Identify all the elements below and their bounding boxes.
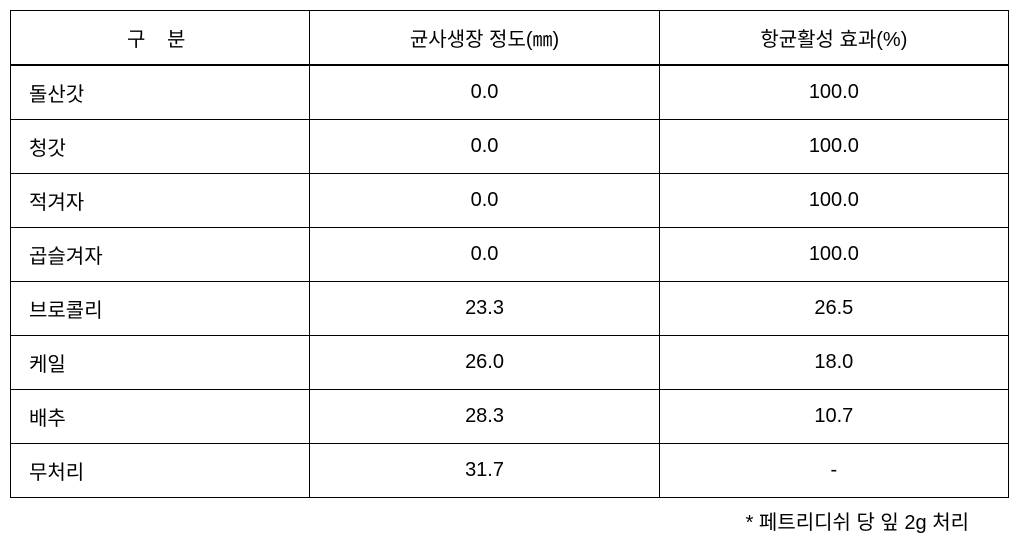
row-effect: 100.0 [659, 228, 1008, 282]
row-effect: - [659, 444, 1008, 498]
table-row: 브로콜리 23.3 26.5 [11, 282, 1009, 336]
row-growth: 23.3 [310, 282, 659, 336]
table-row: 돌산갓 0.0 100.0 [11, 65, 1009, 120]
row-effect: 100.0 [659, 174, 1008, 228]
row-label: 무처리 [11, 444, 310, 498]
row-label: 케일 [11, 336, 310, 390]
row-effect: 18.0 [659, 336, 1008, 390]
col-header-growth: 균사생장 정도(㎜) [310, 11, 659, 66]
table-row: 배추 28.3 10.7 [11, 390, 1009, 444]
row-label: 적겨자 [11, 174, 310, 228]
row-label: 배추 [11, 390, 310, 444]
col-header-gubun: 구 분 [11, 11, 310, 66]
row-label: 청갓 [11, 120, 310, 174]
table-row: 청갓 0.0 100.0 [11, 120, 1009, 174]
table-row: 곱슬겨자 0.0 100.0 [11, 228, 1009, 282]
data-table: 구 분 균사생장 정도(㎜) 항균활성 효과(%) 돌산갓 0.0 100.0 … [10, 10, 1009, 498]
col-header-effect: 항균활성 효과(%) [659, 11, 1008, 66]
row-growth: 26.0 [310, 336, 659, 390]
row-label: 돌산갓 [11, 65, 310, 120]
row-growth: 28.3 [310, 390, 659, 444]
table-row: 적겨자 0.0 100.0 [11, 174, 1009, 228]
table-row: 무처리 31.7 - [11, 444, 1009, 498]
row-label: 곱슬겨자 [11, 228, 310, 282]
row-label: 브로콜리 [11, 282, 310, 336]
table-footnote: * 페트리디쉬 당 잎 2g 처리 [10, 498, 1009, 535]
row-growth: 0.0 [310, 120, 659, 174]
row-effect: 10.7 [659, 390, 1008, 444]
table-header-row: 구 분 균사생장 정도(㎜) 항균활성 효과(%) [11, 11, 1009, 66]
row-growth: 0.0 [310, 228, 659, 282]
row-growth: 0.0 [310, 174, 659, 228]
row-effect: 100.0 [659, 120, 1008, 174]
row-effect: 26.5 [659, 282, 1008, 336]
row-growth: 0.0 [310, 65, 659, 120]
table-row: 케일 26.0 18.0 [11, 336, 1009, 390]
row-effect: 100.0 [659, 65, 1008, 120]
row-growth: 31.7 [310, 444, 659, 498]
